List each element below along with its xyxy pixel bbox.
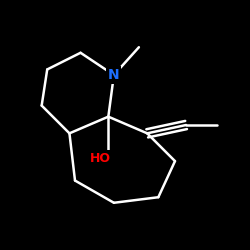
- Text: N: N: [108, 68, 120, 82]
- Text: HO: HO: [90, 152, 110, 165]
